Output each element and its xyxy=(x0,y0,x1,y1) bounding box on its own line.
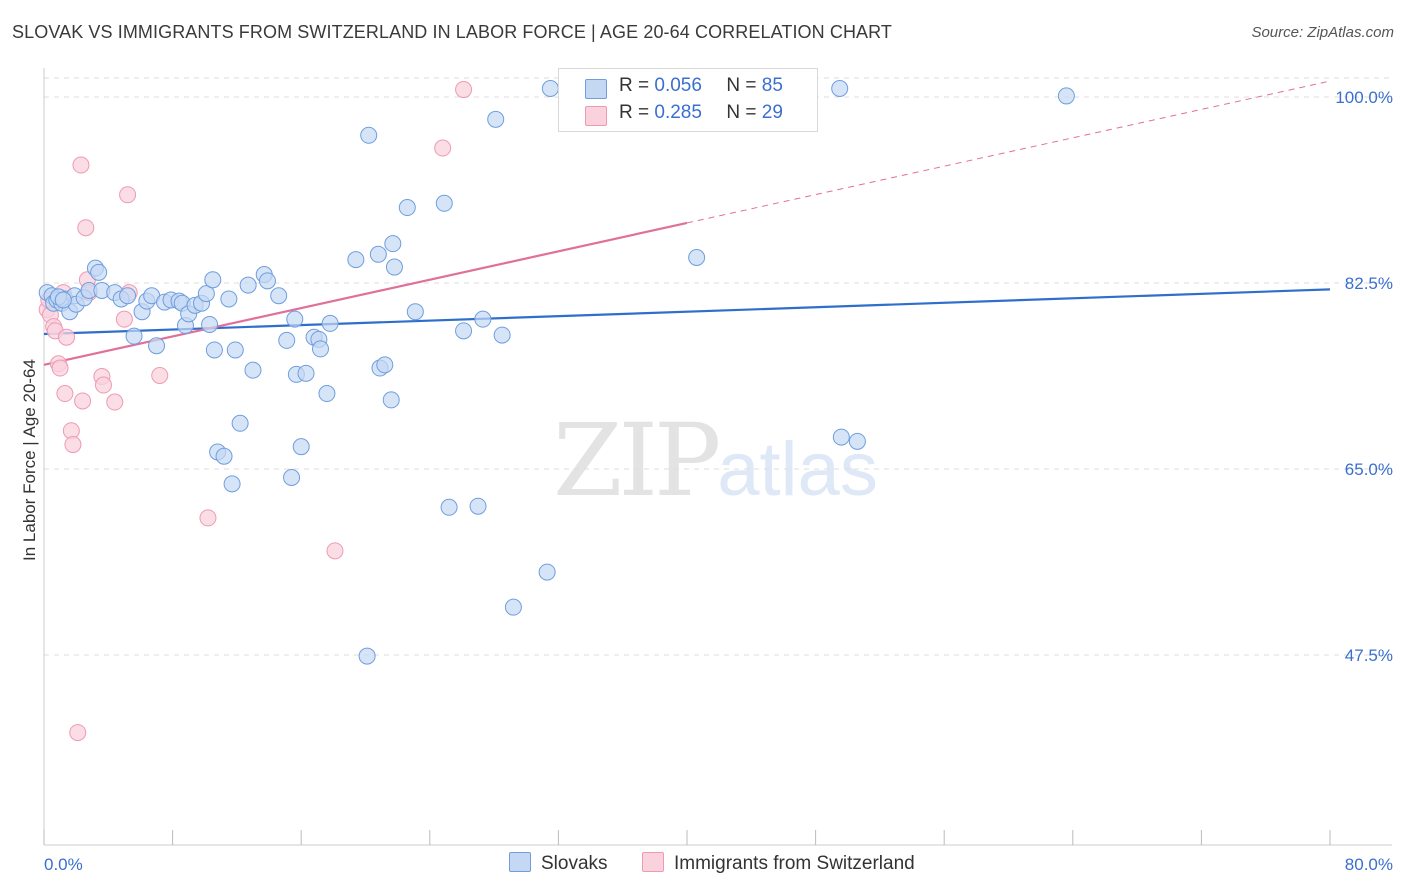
data-point-slovaks xyxy=(504,598,522,616)
data-point-slovaks xyxy=(119,287,137,305)
legend-r-value: 0.056 xyxy=(654,75,702,96)
data-point-slovaks xyxy=(487,110,505,128)
data-point-slovaks xyxy=(286,310,304,328)
legend-swatch-switzerland xyxy=(585,106,607,126)
data-point-slovaks xyxy=(270,287,288,305)
data-point-slovaks xyxy=(541,79,559,97)
bottom-legend-swatch-slovaks xyxy=(509,852,531,872)
legend-text-switzerland: R = 0.285 N = 29 xyxy=(619,102,783,123)
legend-swatch-slovaks xyxy=(585,79,607,99)
data-point-slovaks xyxy=(215,447,233,465)
data-point-slovaks xyxy=(283,469,301,487)
data-point-slovaks xyxy=(54,291,72,309)
data-point-slovaks xyxy=(125,327,143,345)
data-point-slovaks xyxy=(384,235,402,253)
data-point-slovaks xyxy=(831,79,849,97)
y-tick-label: 82.5% xyxy=(1345,274,1393,293)
data-point-slovaks xyxy=(455,322,473,340)
data-point-slovaks xyxy=(278,331,296,349)
data-point-slovaks xyxy=(311,340,329,358)
y-tick-label: 100.0% xyxy=(1335,88,1393,107)
data-point-slovaks xyxy=(369,245,387,263)
data-point-slovaks xyxy=(358,647,376,665)
data-point-slovaks xyxy=(321,314,339,332)
data-point-switzerland xyxy=(115,310,133,328)
data-point-slovaks xyxy=(382,391,400,409)
chart-title: SLOVAK VS IMMIGRANTS FROM SWITZERLAND IN… xyxy=(12,22,893,42)
data-point-slovaks xyxy=(347,251,365,269)
data-point-switzerland xyxy=(64,436,82,454)
bottom-legend-slovaks: Slovaks xyxy=(509,852,608,875)
data-point-slovaks xyxy=(258,272,276,290)
data-point-slovaks xyxy=(244,361,262,379)
data-point-slovaks xyxy=(292,438,310,456)
data-point-switzerland xyxy=(77,219,95,237)
y-tick-label: 65.0% xyxy=(1345,460,1393,479)
data-point-switzerland xyxy=(58,328,76,346)
data-point-slovaks xyxy=(848,432,866,450)
data-point-slovaks xyxy=(360,126,378,144)
data-point-switzerland xyxy=(151,366,169,384)
data-point-slovaks xyxy=(435,194,453,212)
data-point-slovaks xyxy=(197,285,215,303)
data-point-switzerland xyxy=(199,509,217,527)
data-point-slovaks xyxy=(398,199,416,217)
axes xyxy=(43,68,1392,846)
bottom-legend-switzerland: Immigrants from Switzerland xyxy=(642,852,915,875)
data-point-slovaks xyxy=(205,341,223,359)
y-tick-label: 47.5% xyxy=(1345,646,1393,665)
trend-line-switzerland xyxy=(43,221,688,366)
data-point-slovaks xyxy=(231,414,249,432)
data-point-switzerland xyxy=(326,542,344,560)
source-label: Source: ZipAtlas.com xyxy=(1251,24,1394,41)
data-point-switzerland xyxy=(74,392,92,410)
data-point-slovaks xyxy=(406,303,424,321)
data-point-switzerland xyxy=(434,139,452,157)
data-point-slovaks xyxy=(688,248,706,266)
data-point-slovaks xyxy=(832,428,850,446)
tick-labels: 47.5% 65.0% 82.5% 100.0% 0.0% 80.0% xyxy=(44,88,1393,874)
data-point-switzerland xyxy=(51,359,69,377)
stats-legend: R = 0.056 N = 85 R = 0.285 N = 29 xyxy=(558,68,818,132)
data-point-slovaks xyxy=(201,315,219,333)
data-point-slovaks xyxy=(440,498,458,516)
data-point-switzerland xyxy=(72,156,90,174)
legend-n-value: 85 xyxy=(761,75,783,96)
data-point-switzerland xyxy=(56,385,74,403)
data-point-slovaks xyxy=(297,364,315,382)
trend-line-slovaks xyxy=(43,288,1331,336)
legend-text-slovaks: R = 0.056 N = 85 xyxy=(619,75,783,96)
data-point-slovaks xyxy=(376,356,394,374)
data-point-slovaks xyxy=(220,290,238,308)
data-point-slovaks xyxy=(223,475,241,493)
data-point-slovaks xyxy=(385,258,403,276)
data-point-switzerland xyxy=(119,186,137,204)
data-point-switzerland xyxy=(455,81,473,99)
data-point-slovaks xyxy=(204,271,222,289)
data-point-switzerland xyxy=(106,393,124,411)
data-point-slovaks xyxy=(474,310,492,328)
legend-n-value: 29 xyxy=(761,102,783,123)
data-points xyxy=(38,79,1075,742)
data-point-switzerland xyxy=(69,724,87,742)
legend-r-value: 0.285 xyxy=(654,102,702,123)
x-tick-label: 80.0% xyxy=(1345,855,1393,874)
data-point-slovaks xyxy=(493,326,511,344)
watermark-zip: ZIP xyxy=(553,402,721,519)
data-point-slovaks xyxy=(239,276,257,294)
data-point-slovaks xyxy=(226,341,244,359)
data-point-slovaks xyxy=(469,497,487,515)
x-tick-label: 0.0% xyxy=(44,855,83,874)
data-point-slovaks xyxy=(1057,87,1075,105)
data-point-slovaks xyxy=(148,337,166,355)
data-point-switzerland xyxy=(94,376,112,394)
data-point-slovaks xyxy=(538,563,556,581)
data-point-slovaks xyxy=(90,263,108,281)
data-point-slovaks xyxy=(318,385,336,403)
bottom-legend-swatch-switzerland xyxy=(642,852,664,872)
